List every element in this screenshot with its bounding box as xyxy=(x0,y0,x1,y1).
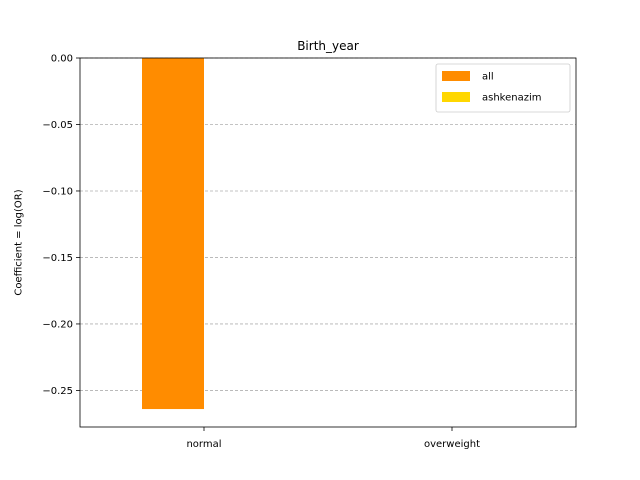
y-tick-label: −0.25 xyxy=(42,386,73,397)
legend-swatch-all xyxy=(442,71,470,81)
y-tick-label: 0.00 xyxy=(51,54,73,65)
y-axis-ticks: 0.00 −0.05 −0.10 −0.15 −0.20 −0.25 xyxy=(42,54,80,397)
plot-frame xyxy=(79,57,577,428)
y-tick-label: −0.15 xyxy=(42,253,73,264)
legend-label-all: all xyxy=(482,72,494,83)
x-axis-ticks: normal overweight xyxy=(186,427,480,450)
legend-label-ashkenazim: ashkenazim xyxy=(482,93,542,104)
y-tick-label: −0.05 xyxy=(42,120,73,131)
x-tick-label: normal xyxy=(186,439,221,450)
bars xyxy=(142,58,204,410)
y-tick-label: −0.20 xyxy=(42,319,73,330)
legend: all ashkenazim xyxy=(435,63,571,113)
y-tick-label: −0.10 xyxy=(42,186,73,197)
x-tick-label: overweight xyxy=(424,439,480,450)
bar-all-normal xyxy=(142,58,204,410)
y-axis-label: Coefficient = log(OR) xyxy=(14,189,25,295)
chart-title: Birth_year xyxy=(297,39,359,53)
legend-swatch-ashkenazim xyxy=(442,92,470,102)
